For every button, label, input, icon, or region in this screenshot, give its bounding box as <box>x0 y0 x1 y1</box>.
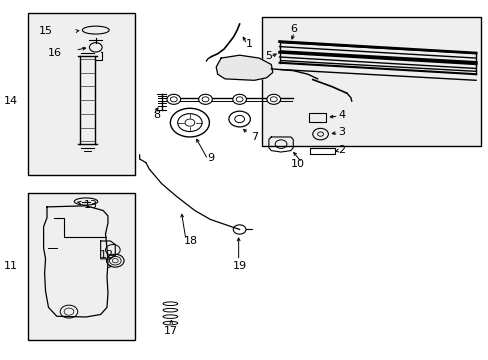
Bar <box>261 17 480 146</box>
Text: 19: 19 <box>232 261 246 271</box>
Text: 9: 9 <box>206 153 213 163</box>
Polygon shape <box>216 55 272 80</box>
Bar <box>27 13 135 175</box>
Text: 8: 8 <box>153 111 160 121</box>
Text: 5: 5 <box>265 51 272 61</box>
Text: 12: 12 <box>100 250 114 260</box>
Bar <box>308 113 326 122</box>
Circle shape <box>266 94 280 104</box>
Circle shape <box>198 94 212 104</box>
Text: 10: 10 <box>290 159 305 169</box>
Circle shape <box>166 94 180 104</box>
Text: 13: 13 <box>84 200 98 210</box>
Text: 17: 17 <box>164 325 178 336</box>
Text: 4: 4 <box>338 111 345 121</box>
Text: 2: 2 <box>338 144 345 154</box>
Bar <box>27 193 135 339</box>
Text: 18: 18 <box>183 236 198 246</box>
Text: 16: 16 <box>47 48 61 58</box>
Text: 11: 11 <box>3 261 18 271</box>
Text: 1: 1 <box>245 39 252 49</box>
Text: 7: 7 <box>250 132 257 142</box>
Circle shape <box>232 94 246 104</box>
Text: 15: 15 <box>39 26 52 36</box>
Text: 6: 6 <box>289 24 296 35</box>
Text: 14: 14 <box>3 96 18 106</box>
Text: 3: 3 <box>338 127 345 136</box>
